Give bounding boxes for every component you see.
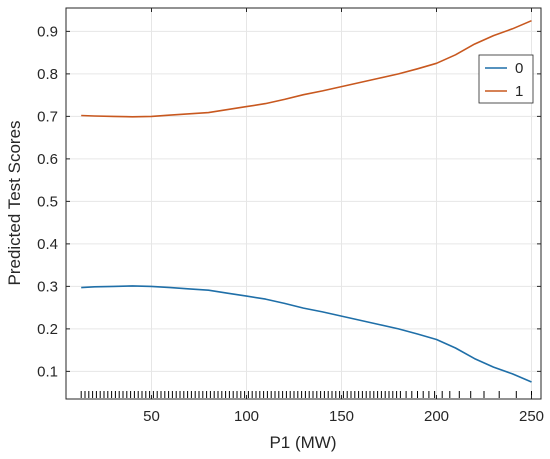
- x-tick-label: 250: [519, 408, 544, 425]
- y-tick-label: 0.4: [37, 236, 58, 253]
- y-tick-label: 0.2: [37, 321, 58, 338]
- y-tick-label: 0.7: [37, 108, 58, 125]
- series-line-0: [81, 285, 532, 383]
- legend-box: [478, 54, 534, 104]
- x-axis-label: P1 (MW): [269, 433, 336, 452]
- x-tick-label: 50: [143, 408, 160, 425]
- y-tick-label: 0.5: [37, 193, 58, 210]
- y-tick-labels: 0.1 0.2 0.3 0.4 0.5 0.6 0.7 0.8 0.9: [37, 23, 58, 380]
- y-tick-label: 0.6: [37, 151, 58, 168]
- legend-label-series-1: 1: [515, 83, 523, 100]
- legend: 0 1: [478, 54, 534, 104]
- axes-box: [65, 7, 542, 400]
- plot-area: [66, 8, 541, 399]
- axis-ticks: [66, 8, 541, 399]
- x-tick-labels: 50 100 150 200 250: [143, 408, 544, 425]
- x-tick-label: 100: [234, 408, 259, 425]
- series-line-1: [81, 19, 532, 118]
- y-axis-label: Predicted Test Scores: [5, 120, 24, 285]
- y-tick-label: 0.1: [37, 363, 58, 380]
- y-tick-label: 0.8: [37, 66, 58, 83]
- x-tick-label: 150: [329, 408, 354, 425]
- rug-plot: [80, 391, 532, 398]
- legend-label-series-0: 0: [515, 60, 523, 77]
- series-lines: [81, 19, 532, 383]
- y-tick-label: 0.3: [37, 278, 58, 295]
- x-tick-label: 200: [424, 408, 449, 425]
- y-tick-label: 0.9: [37, 23, 58, 40]
